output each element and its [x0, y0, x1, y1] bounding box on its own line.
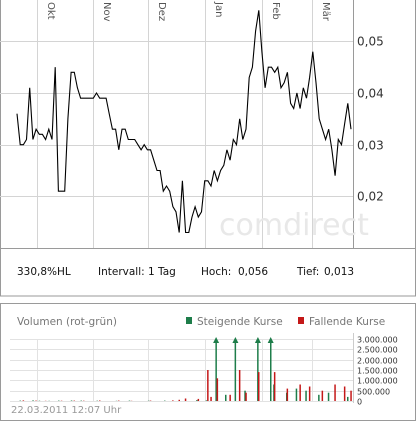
price-panel: Okt Nov Dez Jan Feb Mär 0,02 0,03 0,04 0,05 comd… [0, 0, 416, 297]
volume-bar [305, 390, 307, 401]
price-y-tick-label: 0,04 [357, 87, 384, 101]
volume-bar [273, 372, 276, 401]
volume-panel: Volumen (rot-grün) Steigende Kurse Falle… [0, 303, 416, 421]
volume-bar-overflow-arrow [232, 337, 239, 343]
legend-swatch-rising [186, 317, 192, 324]
volume-bar [258, 372, 260, 401]
volume-bar [295, 388, 298, 401]
price-x-tick-label: Feb [270, 2, 281, 20]
volume-bar [244, 390, 246, 401]
timestamp: 22.03.2011 12:07 Uhr [11, 405, 122, 416]
volume-panel-frame [0, 303, 416, 421]
volume-y-tick-label: 1.000.000 [357, 377, 398, 386]
legend: Steigende Kurse Fallende Kurse [186, 316, 385, 328]
volume-y-tick-label: 500.000 [357, 388, 390, 397]
price-series [16, 10, 352, 234]
price-x-tick-label: Nov [101, 2, 112, 22]
price-panel-frame [0, 0, 416, 297]
volume-bar [197, 398, 200, 401]
high-value: 0,056 [238, 266, 268, 278]
volume-bar [238, 370, 241, 401]
volume-bar [270, 343, 272, 401]
volume-bar [184, 398, 187, 401]
volume-bar-overflow-arrow [254, 337, 261, 343]
volume-y-tick-label: 2.000.000 [357, 357, 398, 366]
volume-y-tick-label: 1.500.000 [357, 367, 398, 376]
volume-bar [22, 400, 25, 401]
volume-bar [229, 394, 231, 401]
volume-title: Volumen (rot-grün) [17, 316, 117, 328]
volume-y-tick-label: 2.500.000 [357, 346, 398, 355]
volume-bar [178, 399, 180, 401]
price-y-tick-label: 0,05 [357, 35, 384, 49]
volume-bar [327, 392, 330, 401]
legend-swatch-falling [298, 317, 304, 324]
volume-bar [210, 396, 212, 401]
price-x-tick-label: Okt [45, 2, 56, 20]
volume-y-tick-label: 3.000.000 [357, 336, 398, 345]
volume-bar [321, 390, 324, 401]
high-label: Hoch: [201, 266, 231, 278]
price-x-tick-label: Jan [213, 1, 224, 17]
range-stat: 330,8%HL [17, 266, 71, 278]
volume-bar [205, 400, 208, 401]
volume-bars [19, 337, 352, 401]
volume-bar [343, 386, 346, 401]
price-x-tick-label: Mär [320, 2, 331, 22]
volume-bar [257, 343, 259, 401]
volume-bar [32, 400, 34, 401]
price-x-tick-label: Dez [156, 2, 167, 21]
volume-y-tick-label: 0 [357, 398, 362, 407]
volume-bar [70, 400, 73, 401]
legend-label-falling: Fallende Kurse [309, 316, 385, 328]
volume-bar [196, 400, 198, 401]
volume-bar [225, 394, 227, 401]
volume-bar [318, 394, 320, 401]
interval-stat: Intervall: 1 Tag [98, 266, 176, 278]
stats-row: 330,8%HL Intervall: 1 Tag Hoch: 0,056 Ti… [17, 266, 354, 278]
volume-bar-overflow-arrow [213, 337, 220, 343]
volume-bar [172, 400, 174, 401]
volume-bar [299, 384, 301, 401]
price-grid [0, 0, 353, 248]
price-line [16, 10, 352, 234]
volume-bar [234, 343, 237, 401]
volume-bar [334, 384, 336, 401]
price-y-tick-label: 0,03 [357, 139, 384, 153]
low-value: 0,013 [324, 266, 354, 278]
volume-bar [245, 392, 247, 401]
low-label: Tief: [296, 266, 319, 278]
price-y-tick-label: 0,02 [357, 190, 384, 204]
volume-bar [215, 343, 217, 401]
volume-bar [286, 388, 289, 401]
volume-grid [10, 339, 353, 402]
price-x-ticks: Okt Nov Dez Jan Feb Mär [45, 1, 331, 22]
volume-bar [308, 386, 311, 401]
volume-bar [99, 400, 101, 401]
volume-bar [350, 390, 352, 401]
volume-bar [216, 378, 219, 401]
volume-bar [347, 396, 349, 401]
legend-label-rising: Steigende Kurse [197, 316, 283, 328]
price-y-ticks: 0,02 0,03 0,04 0,05 [357, 35, 384, 204]
comdirect-watermark: comdirect [219, 208, 369, 243]
volume-bar-overflow-arrow [267, 337, 274, 343]
volume-bar [207, 370, 209, 401]
